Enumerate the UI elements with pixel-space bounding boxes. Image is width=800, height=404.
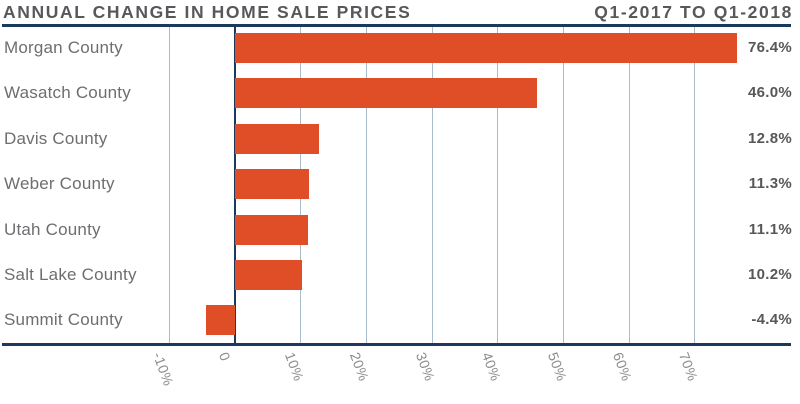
bar-morgan-county [235, 33, 737, 63]
value-label-utah-county: 11.1% [748, 220, 792, 238]
gridline-50 [563, 27, 564, 343]
bar-davis-county [235, 123, 320, 154]
value-label-salt-lake-county: 10.2% [747, 266, 792, 283]
gridline--10 [168, 27, 170, 343]
x-tick-label: 60% [610, 350, 636, 384]
value-label-wasatch-county: 46.0% [747, 84, 792, 102]
value-label-morgan-county: 76.4% [747, 39, 792, 56]
bar-wasatch-county [235, 78, 538, 109]
bar-salt-lake-county [235, 260, 302, 290]
category-label-utah-county: Utah County [4, 219, 101, 239]
chart-period: Q1-2017 TO Q1-2018 [594, 2, 793, 22]
gridline-30 [431, 27, 433, 343]
gridline-40 [497, 27, 499, 343]
plot-area [0, 27, 800, 343]
x-tick-label: -10% [150, 350, 178, 389]
value-label-summit-county: -4.4% [751, 311, 792, 329]
title-divider-line [2, 24, 791, 27]
x-tick-label: 40% [478, 350, 504, 384]
x-tick-label: 20% [347, 350, 373, 384]
x-tick-label: 30% [413, 350, 439, 384]
category-label-weber-county: Weber County [4, 174, 115, 194]
x-tick-label: 0 [215, 350, 234, 364]
bar-summit-county [206, 305, 235, 336]
bar-weber-county [235, 169, 310, 200]
chart-title: ANNUAL CHANGE IN HOME SALE PRICES [3, 2, 412, 22]
x-tick-label: 50% [544, 350, 570, 384]
category-label-salt-lake-county: Salt Lake County [4, 265, 137, 284]
x-tick-label: 70% [675, 350, 701, 384]
category-label-summit-county: Summit County [4, 310, 123, 330]
bar-utah-county [235, 214, 308, 245]
value-label-weber-county: 11.3% [748, 175, 792, 193]
x-tick-label: 10% [281, 350, 307, 384]
value-label-davis-county: 12.8% [747, 129, 792, 147]
gridline-20 [365, 27, 367, 343]
category-label-wasatch-county: Wasatch County [4, 83, 131, 103]
category-label-davis-county: Davis County [4, 128, 108, 148]
x-axis-line [2, 343, 791, 346]
gridline-60 [628, 27, 630, 343]
category-label-morgan-county: Morgan County [4, 38, 123, 57]
gridline-70 [694, 27, 696, 343]
